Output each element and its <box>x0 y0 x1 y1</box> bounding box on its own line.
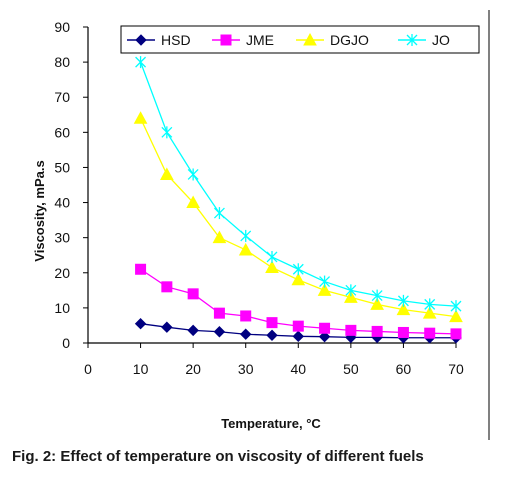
data-point-dgjo <box>422 306 437 319</box>
y-tick-label: 0 <box>62 335 70 351</box>
legend-marker-dgjo <box>303 32 317 46</box>
data-point-jo <box>266 250 278 263</box>
data-point-jme <box>240 310 252 322</box>
x-tick-label: 10 <box>133 361 149 377</box>
y-tick-label: 50 <box>54 159 70 175</box>
data-point-jme <box>161 281 173 293</box>
legend-marker-jme <box>220 34 232 46</box>
data-point-jme <box>187 288 199 300</box>
data-point-hsd <box>266 329 278 341</box>
data-point-jo <box>397 294 409 307</box>
data-point-hsd <box>292 330 304 343</box>
data-point-dgjo <box>265 260 279 274</box>
x-tick-label: 70 <box>448 361 464 377</box>
data-point-dgjo <box>449 309 463 323</box>
data-point-hsd <box>213 326 226 338</box>
y-tick-label: 60 <box>54 124 70 140</box>
data-point-jo <box>450 300 462 313</box>
data-point-dgjo <box>344 290 358 303</box>
y-tick-label: 80 <box>54 54 70 70</box>
data-point-dgjo <box>238 242 253 256</box>
data-point-dgjo <box>291 272 306 286</box>
data-point-jme <box>345 324 357 336</box>
data-point-jo <box>319 275 331 288</box>
data-point-jme <box>135 263 147 275</box>
data-point-dgjo <box>133 111 148 124</box>
data-point-jme <box>292 320 304 332</box>
data-point-jo <box>345 284 357 297</box>
legend-label-jo: JO <box>432 32 450 48</box>
x-tick-label: 50 <box>343 361 359 377</box>
y-tick-label: 40 <box>54 195 70 211</box>
data-point-dgjo <box>160 167 174 180</box>
data-point-dgjo <box>212 230 227 244</box>
data-point-hsd <box>240 328 252 340</box>
data-point-hsd <box>187 324 199 337</box>
y-tick-label: 70 <box>54 89 70 105</box>
legend-marker-hsd <box>135 34 147 46</box>
data-point-jme <box>450 328 462 340</box>
legend-label-hsd: HSD <box>161 32 191 48</box>
data-point-dgjo <box>317 283 332 296</box>
legend-label-jme: JME <box>246 32 274 48</box>
y-tick-label: 90 <box>54 19 70 35</box>
y-axis-label: Viscosity, mPa.s <box>32 160 47 261</box>
data-point-jo <box>213 207 225 220</box>
data-point-jme <box>319 322 331 334</box>
series-markers <box>133 56 463 344</box>
y-tick-label: 10 <box>54 300 70 316</box>
x-tick-label: 60 <box>396 361 412 377</box>
chart-legend: HSD JME DGJO JO <box>120 25 480 54</box>
data-point-jo <box>161 126 173 139</box>
data-point-jo <box>292 263 304 276</box>
figure-caption: Fig. 2: Effect of temperature on viscosi… <box>12 448 424 465</box>
data-point-dgjo <box>396 302 411 316</box>
legend-marker-jo <box>406 34 418 46</box>
chart-axes: 0 10 20 30 40 50 60 70 80 90 0 10 20 30 40 50 60 70 <box>54 19 464 377</box>
data-point-dgjo <box>370 297 384 310</box>
data-point-jme <box>397 326 409 338</box>
data-point-jme <box>371 325 383 337</box>
y-tick-label: 20 <box>54 265 70 281</box>
data-point-jo <box>187 168 199 181</box>
data-point-hsd <box>134 317 147 330</box>
data-point-jme <box>213 307 225 319</box>
data-point-jo <box>240 229 252 242</box>
x-tick-label: 20 <box>185 361 201 377</box>
data-point-hsd <box>318 330 331 343</box>
data-point-dgjo <box>186 195 200 209</box>
data-point-jme <box>424 327 436 339</box>
data-point-jo <box>371 289 383 302</box>
data-point-jme <box>266 317 278 329</box>
series-line-dgjo <box>139 118 457 318</box>
y-tick-label: 30 <box>54 230 70 246</box>
x-tick-label: 0 <box>84 361 92 377</box>
x-axis-label: Temperature, °C <box>221 416 321 431</box>
x-tick-label: 40 <box>290 361 306 377</box>
data-point-hsd <box>161 321 173 333</box>
legend-label-dgjo: DGJO <box>330 32 369 48</box>
x-tick-label: 30 <box>238 361 254 377</box>
data-point-jo <box>424 298 436 311</box>
data-point-jo <box>135 56 147 69</box>
